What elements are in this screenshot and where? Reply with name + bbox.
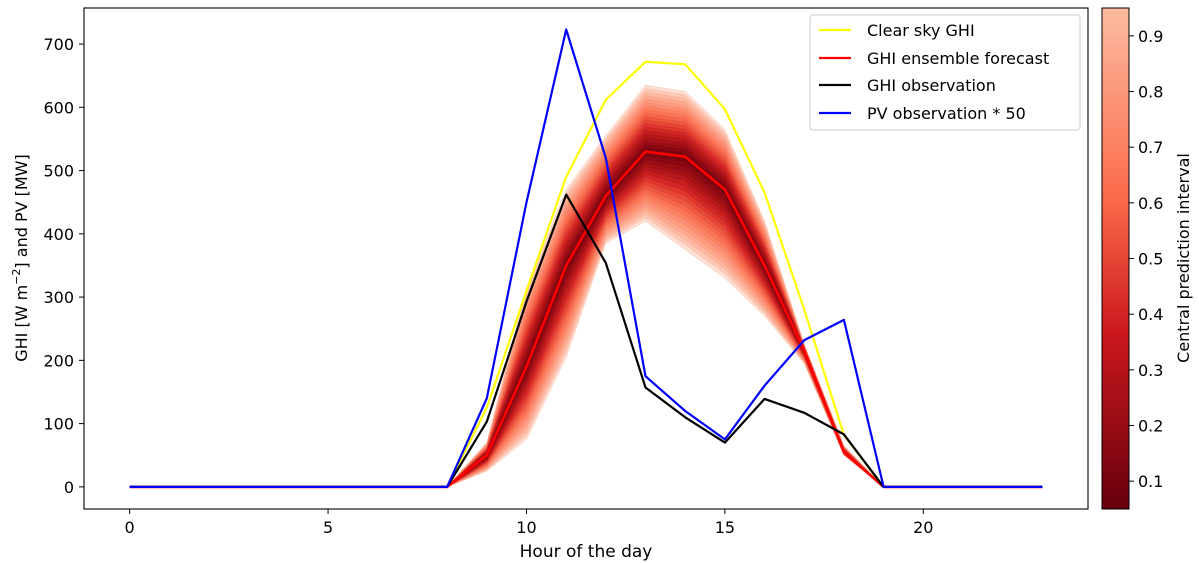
y-axis-label: GHI [W m−2] and PV [MW] bbox=[10, 154, 31, 362]
x-tick-label: 20 bbox=[913, 518, 933, 537]
y-tick-label: 400 bbox=[43, 225, 74, 244]
colorbar-tick-label: 0.1 bbox=[1138, 472, 1163, 491]
colorbar-tick-label: 0.9 bbox=[1138, 27, 1163, 46]
colorbar-tick-label: 0.7 bbox=[1138, 138, 1163, 157]
colorbar-ticks: 0.1 0.2 0.3 0.4 0.5 0.6 0.7 0.8 0.9 bbox=[1129, 27, 1163, 491]
colorbar: 0.1 0.2 0.3 0.4 0.5 0.6 0.7 0.8 0.9 Central pred… bbox=[1101, 7, 1193, 510]
legend-box bbox=[809, 14, 1081, 131]
y-tick-label: 600 bbox=[43, 98, 74, 117]
x-axis-ticks: 0 5 10 15 20 bbox=[125, 509, 933, 537]
colorbar-tick-label: 0.6 bbox=[1138, 194, 1163, 213]
y-tick-label: 200 bbox=[43, 351, 74, 370]
legend: Clear sky GHI GHI ensemble forecast GHI … bbox=[809, 14, 1081, 131]
colorbar-gradient bbox=[1101, 7, 1130, 510]
x-axis-label: Hour of the day bbox=[520, 542, 653, 562]
colorbar-tick-label: 0.5 bbox=[1138, 250, 1163, 269]
legend-label-ensemble: GHI ensemble forecast bbox=[867, 49, 1049, 68]
x-tick-label: 10 bbox=[516, 518, 536, 537]
plot-frame bbox=[83, 7, 1089, 510]
legend-label-clear-sky: Clear sky GHI bbox=[867, 21, 975, 40]
y-tick-label: 500 bbox=[43, 162, 74, 181]
legend-label-pv-observation: PV observation * 50 bbox=[867, 104, 1026, 123]
series-lines bbox=[129, 28, 1043, 489]
colorbar-tick-label: 0.4 bbox=[1138, 305, 1163, 324]
y-tick-label: 300 bbox=[43, 288, 74, 307]
colorbar-tick-label: 0.8 bbox=[1138, 83, 1163, 102]
x-tick-label: 15 bbox=[715, 518, 735, 537]
y-tick-label: 700 bbox=[43, 35, 74, 54]
legend-label-ghi-observation: GHI observation bbox=[867, 76, 996, 95]
y-tick-label: 0 bbox=[64, 478, 74, 497]
x-tick-label: 5 bbox=[323, 518, 333, 537]
y-axis-ticks: 0 100 200 300 400 500 600 700 bbox=[43, 35, 84, 497]
prediction-interval-bands bbox=[446, 84, 884, 488]
colorbar-tick-label: 0.2 bbox=[1138, 417, 1163, 436]
y-tick-label: 100 bbox=[43, 415, 74, 434]
colorbar-label: Central prediction interval bbox=[1174, 153, 1193, 363]
series-pv-observation-line bbox=[129, 28, 1043, 488]
colorbar-tick-label: 0.3 bbox=[1138, 361, 1163, 380]
x-tick-label: 0 bbox=[125, 518, 135, 537]
